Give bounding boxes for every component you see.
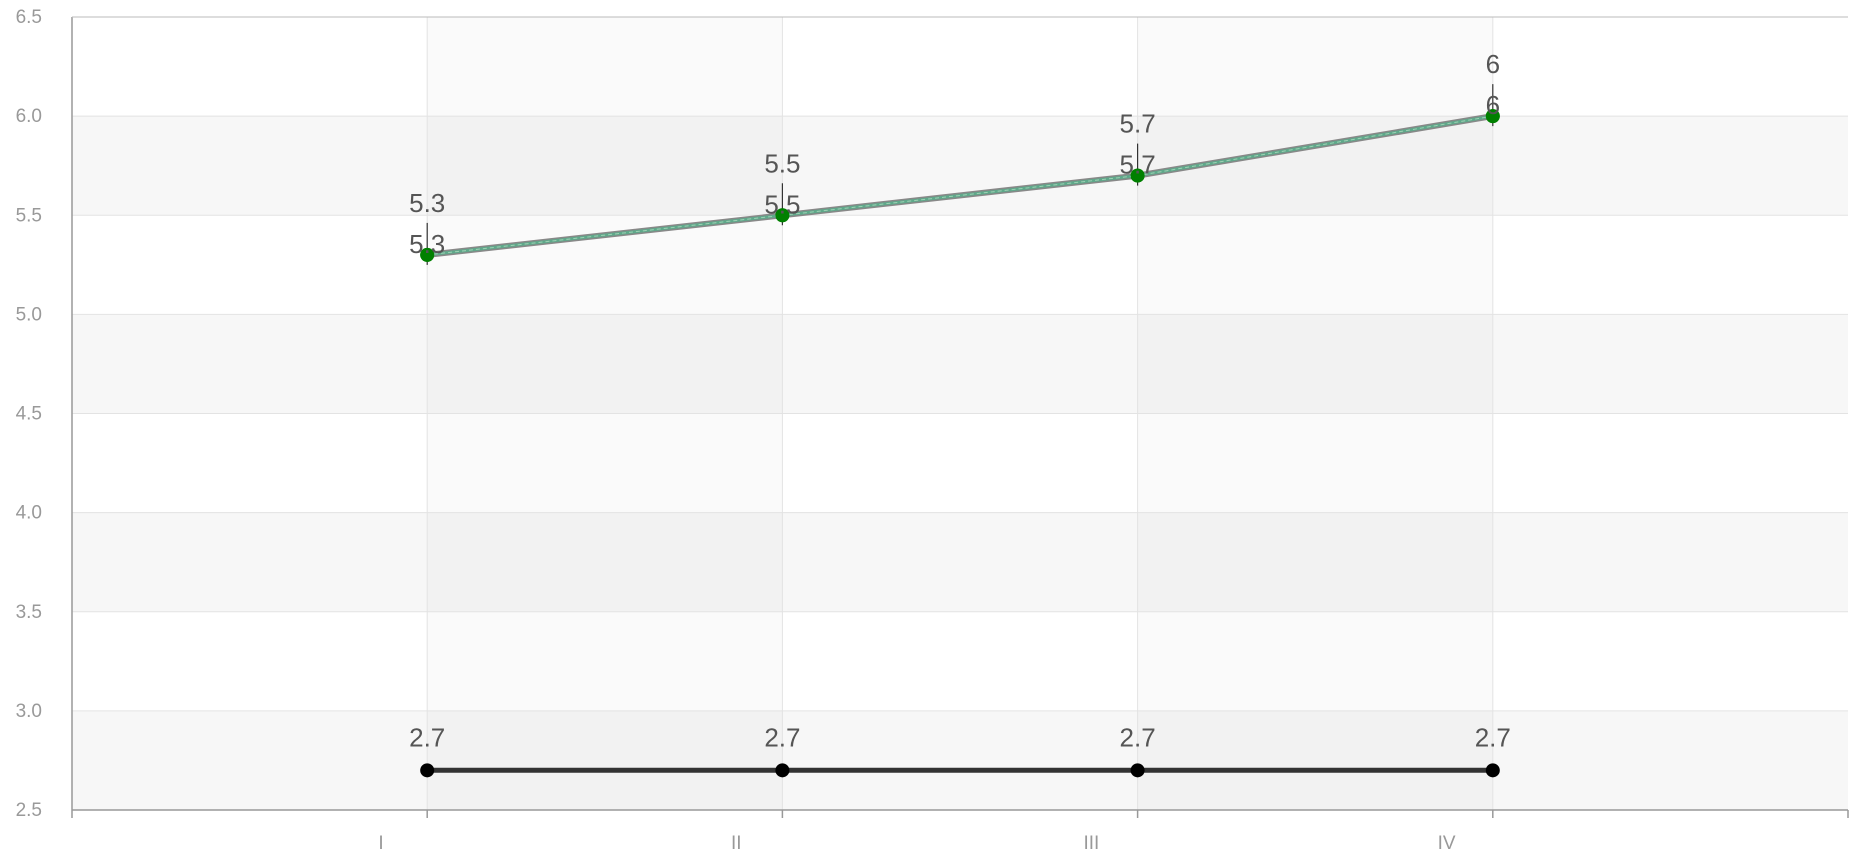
x-tick-label: III — [1084, 833, 1100, 854]
background-band — [72, 611, 1848, 711]
data-point — [775, 208, 790, 223]
x-tick-label: IV — [1438, 833, 1456, 854]
series-group — [420, 84, 1500, 778]
data-label: 5.5 — [764, 148, 800, 178]
data-point — [420, 247, 435, 262]
data-label: 2.7 — [1475, 722, 1511, 752]
data-label: 2.7 — [409, 722, 445, 752]
data-label: 2.7 — [1120, 722, 1156, 752]
data-label: 6 — [1486, 90, 1500, 120]
plot-background-bands — [72, 17, 1848, 810]
data-label: 5.3 — [409, 188, 445, 218]
y-tick-label: 5.5 — [16, 205, 42, 226]
data-point — [420, 763, 435, 778]
data-point — [1485, 763, 1500, 778]
x-tick-label: I — [378, 833, 383, 854]
data-point — [1130, 168, 1145, 183]
data-label: 5.7 — [1120, 150, 1156, 180]
y-axis-ticks: 2.5 3.0 3.5 4.0 4.5 5.0 5.5 6.0 6.5 — [16, 7, 42, 821]
data-label: 6 — [1486, 49, 1500, 79]
background-band — [72, 710, 1848, 810]
data-label: 2.7 — [764, 722, 800, 752]
y-tick-label: 5.0 — [16, 304, 42, 325]
data-labels: 5.3 5.5 5.7 6 5.3 5.5 5.7 6 2.7 2.7 2.7 2.7 — [409, 49, 1511, 752]
data-label: 5.5 — [764, 189, 800, 219]
data-point — [775, 763, 790, 778]
background-band — [72, 413, 1848, 513]
y-tick-label: 3.5 — [16, 602, 42, 623]
background-band — [72, 512, 1848, 612]
y-tick-label: 6.0 — [16, 106, 42, 127]
y-tick-label: 4.5 — [16, 404, 42, 425]
y-tick-label: 2.5 — [16, 800, 42, 821]
y-tick-label: 3.0 — [16, 701, 42, 722]
x-axis-ticks: I II III IV — [71, 810, 1849, 854]
series-line-highlight — [427, 115, 1493, 256]
x-tick-label: II — [731, 833, 742, 854]
data-label: 5.7 — [1120, 109, 1156, 139]
y-tick-label: 4.0 — [16, 503, 42, 524]
data-label: 5.3 — [409, 229, 445, 259]
data-point — [1485, 109, 1500, 124]
background-band — [72, 215, 1848, 315]
background-band — [72, 116, 1848, 216]
background-band — [72, 314, 1848, 414]
background-band — [72, 17, 1848, 117]
y-tick-label: 6.5 — [16, 7, 42, 28]
data-point — [1130, 763, 1145, 778]
axes — [71, 16, 1848, 811]
